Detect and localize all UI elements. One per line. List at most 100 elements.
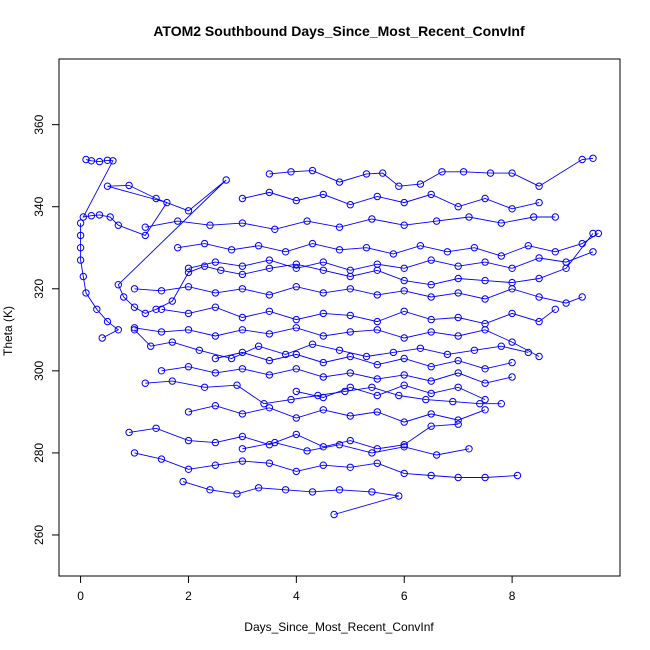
data-point — [438, 168, 446, 176]
data-point — [238, 262, 247, 270]
data-point — [265, 256, 274, 264]
data-point — [400, 334, 408, 342]
data-point — [238, 410, 247, 418]
data-point — [481, 379, 489, 387]
series-line — [188, 251, 594, 271]
data-point — [497, 219, 505, 227]
data-point — [174, 244, 182, 252]
data-point — [157, 305, 166, 313]
data-point — [141, 309, 150, 318]
data-point — [184, 408, 193, 416]
data-point — [335, 223, 344, 231]
data-point — [281, 248, 290, 256]
data-point — [222, 176, 230, 184]
x-axis-label: Days_Since_Most_Recent_ConvInf — [244, 620, 434, 634]
data-point — [308, 340, 317, 348]
data-point — [368, 449, 376, 457]
y-tick-label: 360 — [32, 114, 46, 134]
data-series — [157, 303, 559, 328]
data-point — [535, 317, 543, 326]
data-point — [141, 231, 150, 240]
data-point — [373, 391, 381, 400]
data-point — [254, 242, 263, 250]
data-point — [308, 166, 317, 175]
data-series — [179, 477, 403, 519]
data-point — [292, 283, 300, 291]
data-series — [238, 188, 543, 213]
data-point — [106, 213, 114, 221]
data-point — [346, 436, 354, 445]
series-line — [177, 233, 599, 257]
data-point — [508, 205, 516, 213]
data-point — [319, 309, 327, 318]
data-series — [184, 248, 597, 274]
data-point — [389, 250, 398, 258]
data-point — [476, 400, 484, 408]
data-point — [470, 244, 479, 252]
data-point — [578, 155, 586, 164]
data-point — [346, 383, 354, 391]
data-point — [535, 254, 543, 262]
data-point — [481, 276, 489, 285]
data-point — [130, 303, 139, 311]
data-point — [292, 196, 300, 205]
data-point — [265, 404, 274, 412]
data-point — [373, 317, 381, 326]
data-series — [130, 449, 522, 482]
data-point — [233, 490, 241, 498]
series-line — [82, 159, 594, 314]
data-point — [103, 182, 112, 190]
data-point — [481, 395, 489, 404]
data-point — [265, 264, 274, 272]
data-point — [319, 266, 327, 274]
data-point — [400, 307, 408, 315]
data-point — [76, 256, 85, 264]
data-point — [319, 393, 327, 402]
data-point — [179, 477, 187, 486]
data-point — [200, 239, 209, 248]
data-point — [589, 248, 597, 256]
data-series — [79, 155, 597, 318]
data-point — [265, 459, 274, 467]
data-point — [346, 328, 354, 336]
data-point — [481, 365, 489, 373]
data-point — [400, 264, 408, 272]
data-point — [368, 488, 376, 496]
data-point — [373, 192, 381, 201]
data-point — [287, 168, 295, 176]
data-point — [292, 365, 300, 373]
series-line — [134, 327, 540, 357]
data-point — [454, 262, 462, 270]
data-point — [265, 170, 274, 178]
data-point — [114, 221, 123, 229]
data-point — [184, 465, 193, 473]
data-point — [481, 473, 489, 482]
data-point — [346, 311, 354, 320]
data-point — [238, 365, 247, 373]
data-point — [260, 400, 268, 408]
data-point — [292, 264, 300, 272]
data-point — [443, 350, 452, 359]
data-point — [508, 309, 516, 318]
data-point — [481, 258, 489, 266]
data-point — [319, 258, 327, 266]
data-point — [481, 194, 489, 203]
data-point — [379, 169, 387, 177]
data-point — [465, 213, 473, 221]
data-point — [513, 471, 522, 480]
data-point — [238, 219, 247, 227]
data-point — [103, 156, 112, 165]
series-line — [296, 384, 486, 401]
x-axis: 0 2 4 6 8 — [77, 575, 516, 603]
data-point — [82, 155, 90, 164]
data-series — [141, 213, 559, 234]
series-line — [145, 380, 502, 405]
data-point — [427, 410, 435, 418]
series-layer — [76, 154, 603, 519]
data-point — [114, 281, 123, 289]
data-point — [87, 157, 96, 165]
data-point — [535, 352, 543, 361]
data-point — [195, 346, 204, 354]
data-point — [416, 344, 425, 352]
